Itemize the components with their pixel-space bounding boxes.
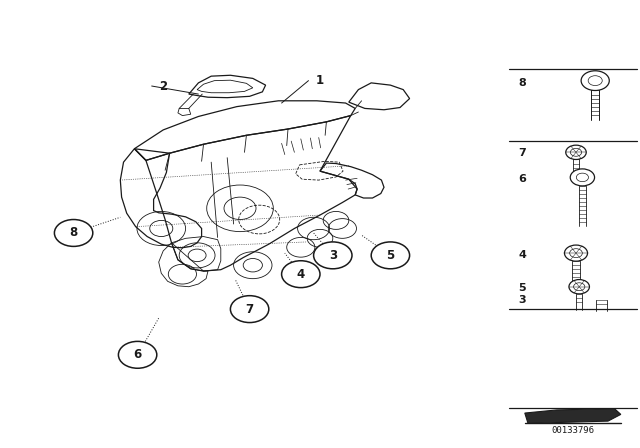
Text: 7: 7 [246, 302, 253, 316]
Circle shape [54, 220, 93, 246]
Text: 3: 3 [329, 249, 337, 262]
Text: 1: 1 [316, 74, 324, 87]
Circle shape [564, 245, 588, 261]
Text: 4: 4 [297, 267, 305, 281]
Text: 3: 3 [518, 295, 526, 305]
Text: 8: 8 [518, 78, 526, 88]
Circle shape [581, 71, 609, 90]
Circle shape [566, 145, 586, 159]
Text: 00133796: 00133796 [551, 426, 595, 435]
Text: 8: 8 [70, 226, 77, 240]
Text: 6: 6 [134, 348, 141, 362]
Text: 2: 2 [159, 79, 167, 93]
Circle shape [371, 242, 410, 269]
Text: 4: 4 [518, 250, 526, 260]
Text: 5: 5 [387, 249, 394, 262]
Text: 6: 6 [518, 174, 526, 184]
Circle shape [118, 341, 157, 368]
Text: 5: 5 [518, 283, 526, 293]
Polygon shape [525, 409, 621, 423]
Circle shape [570, 169, 595, 186]
Circle shape [569, 280, 589, 294]
Circle shape [314, 242, 352, 269]
Text: 7: 7 [518, 148, 526, 158]
Circle shape [282, 261, 320, 288]
Circle shape [230, 296, 269, 323]
